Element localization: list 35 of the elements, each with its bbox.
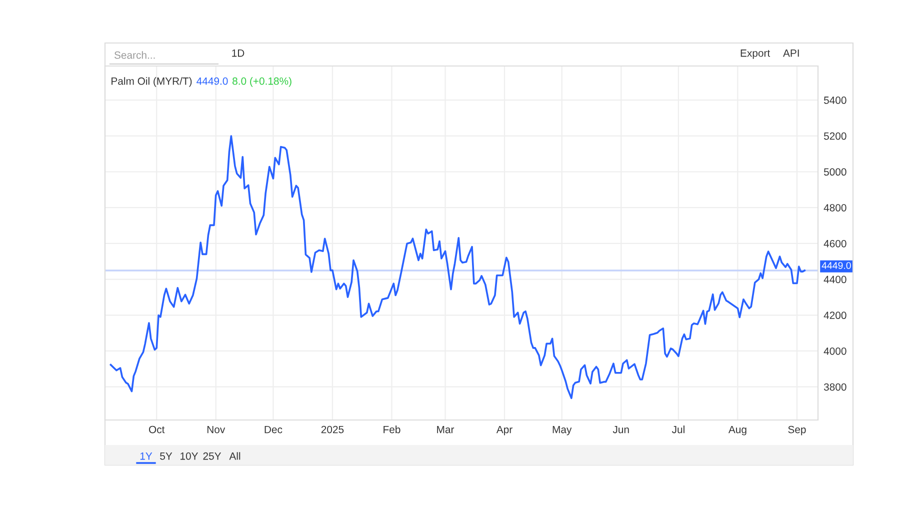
- x-tick-label: Aug: [728, 426, 746, 436]
- text: Palm Oil (MYR/T): [112, 77, 192, 87]
- y-tick-label: 4800: [824, 204, 846, 212]
- x-tick-label: Sep: [788, 426, 806, 436]
- annotation: 4449.0: [196, 77, 228, 85]
- text: All: [229, 452, 240, 460]
- ref-line-label: 4449.0: [822, 262, 851, 269]
- y-tick-label: 4400: [824, 276, 846, 284]
- text: 5Y: [160, 452, 172, 460]
- x-tick-label: 2025: [321, 426, 344, 434]
- y-tick-label: 5400: [824, 96, 846, 104]
- text: 1D: [232, 50, 244, 57]
- x-tick-label: May: [552, 426, 572, 436]
- annotation: 8.0 (+0.18%): [232, 77, 292, 87]
- x-tick-label: Jul: [672, 426, 684, 434]
- x-tick-label: Apr: [496, 426, 512, 436]
- y-tick-label: 4200: [824, 312, 846, 320]
- text: Export: [740, 50, 770, 59]
- x-tick-label: Nov: [207, 426, 226, 434]
- x-tick-label: Jun: [612, 426, 629, 434]
- y-tick-label: 4000: [824, 347, 846, 355]
- x-tick-label: Dec: [264, 426, 282, 434]
- line-series: [110, 135, 806, 400]
- y-tick-label: 5200: [824, 132, 846, 140]
- text: Search...: [114, 51, 155, 59]
- x-tick-label: Mar: [437, 426, 454, 434]
- text: API: [783, 50, 799, 57]
- y-tick-label: 3800: [824, 383, 846, 391]
- y-tick-label: 4600: [824, 240, 846, 248]
- x-tick-label: Feb: [384, 426, 400, 434]
- x-tick-label: Oct: [149, 426, 165, 434]
- text: 25Y: [203, 452, 222, 460]
- y-tick-label: 5000: [824, 168, 846, 176]
- text: 1Y: [140, 452, 152, 460]
- text: 10Y: [180, 452, 198, 460]
